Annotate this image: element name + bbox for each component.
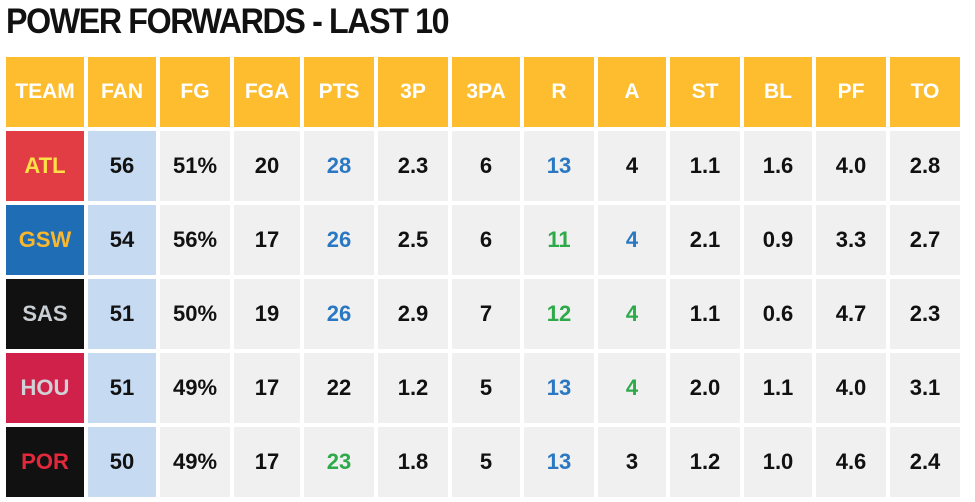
stat-cell: 13 [524, 427, 594, 497]
stat-cell: 4 [598, 353, 666, 423]
team-cell: ATL [6, 131, 84, 201]
stat-cell: 2.3 [378, 131, 448, 201]
header-cell: ST [670, 57, 740, 127]
stat-cell: 3 [598, 427, 666, 497]
stat-cell: 50 [88, 427, 156, 497]
stat-cell: 19 [234, 279, 300, 349]
stat-cell: 51 [88, 279, 156, 349]
team-cell: HOU [6, 353, 84, 423]
header-cell: TEAM [6, 57, 84, 127]
stat-cell: 4.0 [816, 131, 886, 201]
stat-cell: 12 [524, 279, 594, 349]
stat-cell: 3.3 [816, 205, 886, 275]
stat-cell: 0.9 [744, 205, 812, 275]
stat-cell: 6 [452, 205, 520, 275]
stat-cell: 4.0 [816, 353, 886, 423]
stat-cell: 2.1 [670, 205, 740, 275]
stat-cell: 13 [524, 353, 594, 423]
stat-cell: 23 [304, 427, 374, 497]
stat-cell: 4 [598, 279, 666, 349]
stat-cell: 1.8 [378, 427, 448, 497]
header-cell: FAN [88, 57, 156, 127]
stat-cell: 1.2 [378, 353, 448, 423]
stat-cell: 54 [88, 205, 156, 275]
stat-cell: 51% [160, 131, 230, 201]
stat-cell: 1.1 [744, 353, 812, 423]
title: POWER FORWARDS - LAST 10 [6, 2, 450, 41]
stat-cell: 2.9 [378, 279, 448, 349]
stat-cell: 2.7 [890, 205, 960, 275]
stat-cell: 56% [160, 205, 230, 275]
stat-cell: 2.3 [890, 279, 960, 349]
header-cell: FGA [234, 57, 300, 127]
header-cell: 3P [378, 57, 448, 127]
stat-cell: 1.2 [670, 427, 740, 497]
team-cell: POR [6, 427, 84, 497]
stat-cell: 26 [304, 205, 374, 275]
stat-cell: 2.5 [378, 205, 448, 275]
stat-cell: 4.7 [816, 279, 886, 349]
header-cell: R [524, 57, 594, 127]
stat-cell: 49% [160, 353, 230, 423]
stat-cell: 28 [304, 131, 374, 201]
stat-cell: 4 [598, 205, 666, 275]
header-cell: TO [890, 57, 960, 127]
team-cell: SAS [6, 279, 84, 349]
stat-cell: 17 [234, 353, 300, 423]
header-cell: 3PA [452, 57, 520, 127]
stat-cell: 50% [160, 279, 230, 349]
stat-cell: 2.8 [890, 131, 960, 201]
header-cell: A [598, 57, 666, 127]
stat-cell: 0.6 [744, 279, 812, 349]
header-cell: PF [816, 57, 886, 127]
stat-cell: 4.6 [816, 427, 886, 497]
stat-cell: 2.0 [670, 353, 740, 423]
team-cell: GSW [6, 205, 84, 275]
stat-cell: 17 [234, 427, 300, 497]
stats-table: TEAM FAN FG FGA PTS 3P 3PA R A ST BL PF TO ATL 56 51% 20… [6, 57, 960, 497]
stat-cell: 4 [598, 131, 666, 201]
stat-cell: 1.1 [670, 279, 740, 349]
stat-cell: 17 [234, 205, 300, 275]
stat-cell: 7 [452, 279, 520, 349]
stat-cell: 51 [88, 353, 156, 423]
stat-cell: 5 [452, 353, 520, 423]
stat-cell: 5 [452, 427, 520, 497]
stat-cell: 49% [160, 427, 230, 497]
stat-cell: 6 [452, 131, 520, 201]
header-cell: PTS [304, 57, 374, 127]
stat-cell: 22 [304, 353, 374, 423]
stat-cell: 1.6 [744, 131, 812, 201]
stat-cell: 1.1 [670, 131, 740, 201]
stat-cell: 26 [304, 279, 374, 349]
stat-cell: 56 [88, 131, 156, 201]
header-cell: BL [744, 57, 812, 127]
stat-cell: 3.1 [890, 353, 960, 423]
header-cell: FG [160, 57, 230, 127]
stat-cell: 13 [524, 131, 594, 201]
stat-cell: 2.4 [890, 427, 960, 497]
stat-cell: 20 [234, 131, 300, 201]
stat-cell: 1.0 [744, 427, 812, 497]
stat-cell: 11 [524, 205, 594, 275]
